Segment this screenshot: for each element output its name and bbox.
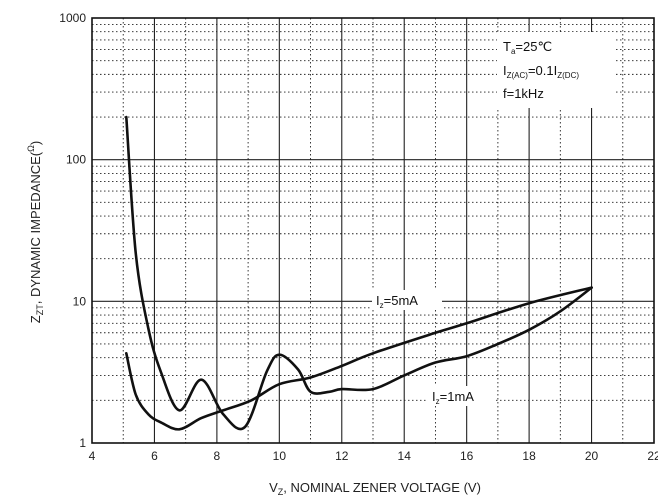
x-tick-labels: 4 6 8 10 12 14 16 18 20 22 xyxy=(89,449,658,463)
condition-iac: IZ(AC)=0.1IZ(DC) xyxy=(503,63,579,80)
x-tick-label: 6 xyxy=(151,449,158,463)
x-tick-label: 4 xyxy=(89,449,96,463)
y-tick-label: 1 xyxy=(79,436,86,450)
x-tick-label: 10 xyxy=(273,449,287,463)
curves xyxy=(125,115,593,431)
conditions-box xyxy=(497,32,615,108)
x-tick-label: 8 xyxy=(214,449,221,463)
x-tick-label: 20 xyxy=(585,449,599,463)
x-tick-label: 22 xyxy=(647,449,658,463)
condition-freq: f=1kHz xyxy=(503,86,544,101)
x-tick-label: 14 xyxy=(398,449,412,463)
series-line-5ma xyxy=(125,286,593,431)
series-label-1ma-bg xyxy=(428,386,494,406)
plot-frame xyxy=(91,17,655,444)
y-tick-label: 10 xyxy=(73,294,87,308)
y-tick-labels: 1 10 100 1000 xyxy=(59,11,86,450)
y-tick-label: 1000 xyxy=(59,11,86,25)
x-tick-label: 12 xyxy=(335,449,349,463)
x-axis-label: VZ, NOMINAL ZENER VOLTAGE (V) xyxy=(269,480,481,497)
series-line-1ma xyxy=(125,115,593,431)
series-label-5ma-bg xyxy=(372,290,442,310)
series-label-5ma: Iz=5mA xyxy=(376,293,418,310)
series-label-1ma: Iz=1mA xyxy=(432,389,474,406)
grid xyxy=(92,18,654,443)
condition-ta: Ta=25℃ xyxy=(503,39,552,56)
y-tick-label: 100 xyxy=(66,153,86,167)
y-axis-label: ZZT, DYNAMIC IMPEDANCE(Ω) xyxy=(26,141,45,323)
x-tick-label: 16 xyxy=(460,449,474,463)
x-tick-label: 18 xyxy=(522,449,536,463)
